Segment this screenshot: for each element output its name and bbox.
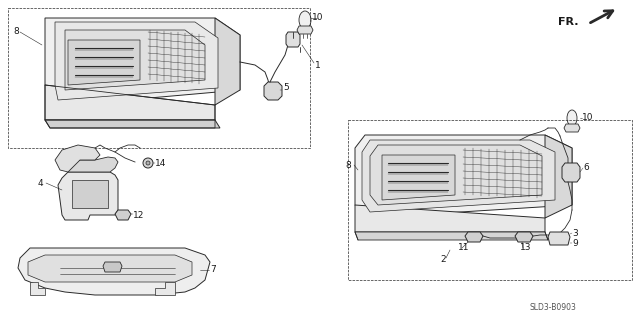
Polygon shape	[18, 248, 210, 295]
Text: 11: 11	[458, 243, 470, 253]
Ellipse shape	[567, 110, 577, 126]
Text: 10: 10	[582, 113, 593, 122]
Text: SLD3-B0903: SLD3-B0903	[530, 303, 577, 313]
Polygon shape	[45, 85, 215, 120]
Text: 1: 1	[315, 61, 321, 70]
Text: 14: 14	[155, 159, 166, 167]
Text: 13: 13	[520, 243, 531, 253]
Polygon shape	[362, 140, 555, 212]
Polygon shape	[465, 232, 483, 242]
Polygon shape	[515, 232, 533, 242]
Polygon shape	[286, 32, 300, 47]
Polygon shape	[562, 163, 580, 182]
Text: 2: 2	[440, 256, 445, 264]
Polygon shape	[45, 120, 220, 128]
Polygon shape	[370, 145, 542, 205]
Polygon shape	[548, 232, 570, 245]
Text: FR.: FR.	[558, 17, 579, 27]
Polygon shape	[355, 135, 572, 218]
Polygon shape	[68, 157, 118, 172]
Circle shape	[143, 158, 153, 168]
Polygon shape	[68, 40, 140, 85]
Text: 10: 10	[312, 12, 323, 21]
Polygon shape	[72, 180, 108, 208]
Polygon shape	[45, 18, 240, 105]
Polygon shape	[103, 262, 122, 272]
Text: 3: 3	[572, 228, 578, 238]
Polygon shape	[155, 282, 175, 295]
Text: 8: 8	[13, 27, 19, 36]
Polygon shape	[264, 82, 282, 100]
Polygon shape	[30, 282, 45, 295]
Polygon shape	[115, 210, 131, 220]
Text: 5: 5	[283, 84, 289, 93]
Text: 12: 12	[133, 211, 145, 219]
Polygon shape	[564, 124, 580, 132]
Text: 8: 8	[345, 160, 351, 169]
Polygon shape	[55, 145, 100, 172]
Text: 9: 9	[572, 239, 578, 248]
Text: 7: 7	[210, 265, 216, 275]
Ellipse shape	[299, 11, 311, 29]
Polygon shape	[355, 232, 548, 240]
Polygon shape	[55, 22, 218, 100]
Polygon shape	[545, 135, 572, 218]
Polygon shape	[58, 172, 118, 220]
Polygon shape	[355, 205, 545, 232]
Polygon shape	[28, 255, 192, 282]
Polygon shape	[215, 18, 240, 105]
Text: 4: 4	[38, 179, 44, 188]
Polygon shape	[382, 155, 455, 200]
Polygon shape	[65, 30, 205, 90]
Text: 6: 6	[583, 164, 589, 173]
Circle shape	[146, 161, 150, 165]
Polygon shape	[297, 26, 313, 34]
